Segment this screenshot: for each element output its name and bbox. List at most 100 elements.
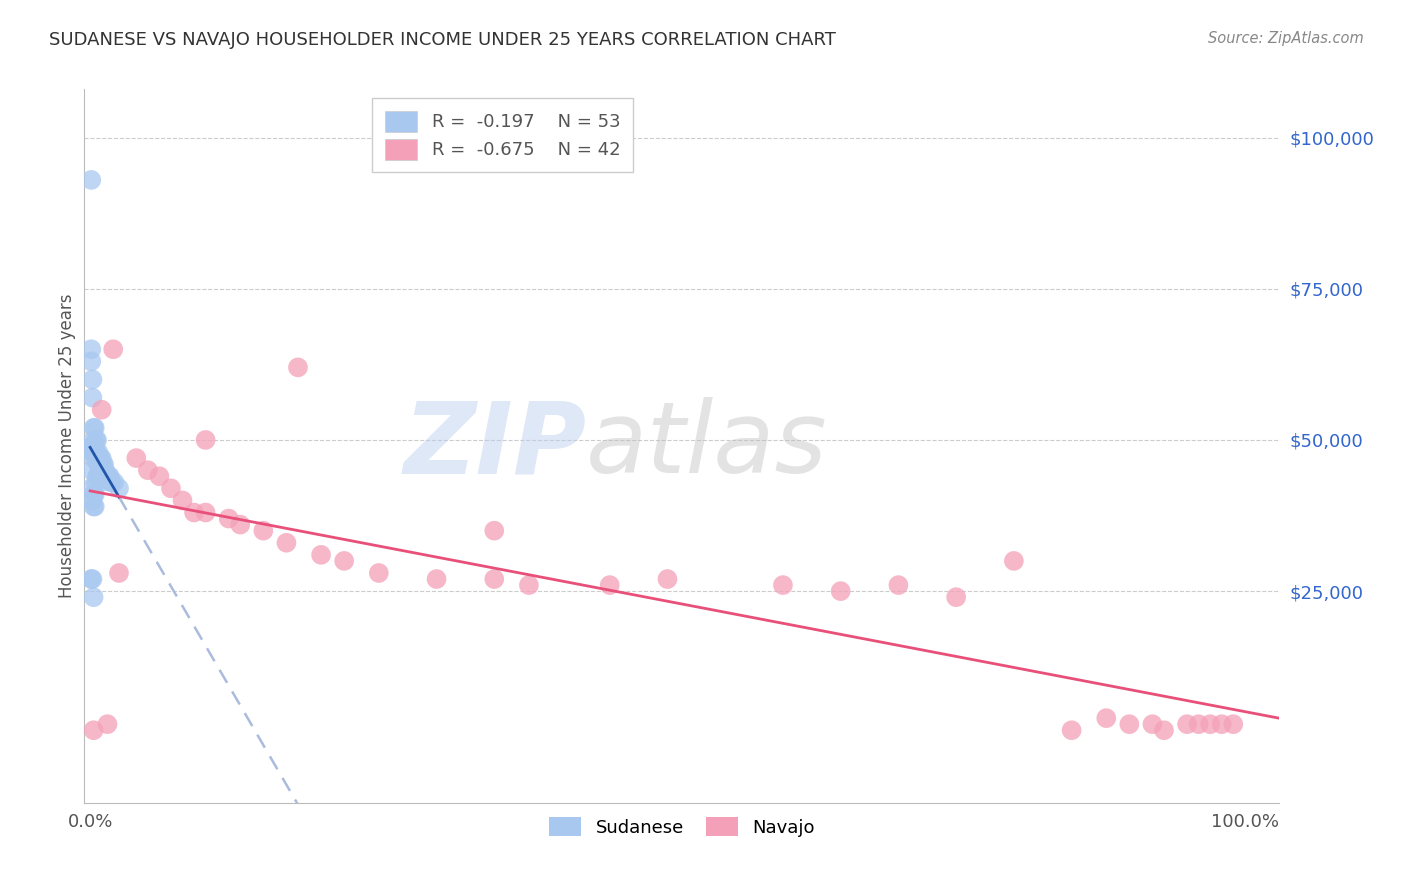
Point bbox=[83, 433, 105, 447]
Point bbox=[89, 451, 111, 466]
Point bbox=[83, 487, 105, 501]
Point bbox=[1222, 717, 1244, 731]
Point bbox=[108, 481, 131, 495]
Point bbox=[1188, 717, 1211, 731]
Point bbox=[80, 481, 103, 495]
Point bbox=[90, 402, 112, 417]
Point bbox=[218, 511, 240, 525]
Point bbox=[287, 360, 309, 375]
Point bbox=[86, 469, 108, 483]
Point bbox=[84, 433, 107, 447]
Point bbox=[98, 469, 121, 483]
Point bbox=[1118, 717, 1140, 731]
Point bbox=[83, 445, 105, 459]
Point bbox=[89, 475, 111, 490]
Point bbox=[90, 457, 112, 471]
Point bbox=[83, 500, 105, 514]
Point bbox=[484, 524, 506, 538]
Point bbox=[276, 535, 298, 549]
Point bbox=[425, 572, 447, 586]
Point bbox=[125, 451, 148, 466]
Point bbox=[333, 554, 356, 568]
Point bbox=[1060, 723, 1083, 738]
Point bbox=[86, 451, 108, 466]
Point bbox=[83, 439, 105, 453]
Point bbox=[87, 445, 110, 459]
Point bbox=[1153, 723, 1175, 738]
Point bbox=[194, 506, 217, 520]
Point bbox=[82, 439, 104, 453]
Point bbox=[87, 469, 110, 483]
Point bbox=[82, 445, 104, 459]
Point bbox=[94, 463, 117, 477]
Point bbox=[83, 590, 105, 604]
Point bbox=[136, 463, 159, 477]
Point bbox=[80, 343, 103, 357]
Point bbox=[91, 457, 114, 471]
Point bbox=[100, 475, 122, 490]
Point bbox=[89, 463, 111, 477]
Point bbox=[160, 481, 183, 495]
Point bbox=[183, 506, 205, 520]
Point bbox=[887, 578, 910, 592]
Point bbox=[83, 451, 105, 466]
Point bbox=[97, 469, 120, 483]
Point bbox=[599, 578, 621, 592]
Point bbox=[82, 372, 104, 386]
Point bbox=[108, 566, 131, 580]
Point bbox=[1175, 717, 1198, 731]
Point bbox=[96, 469, 118, 483]
Point bbox=[82, 391, 104, 405]
Point bbox=[83, 439, 105, 453]
Point bbox=[484, 572, 506, 586]
Point bbox=[103, 343, 125, 357]
Point bbox=[93, 457, 115, 471]
Point bbox=[309, 548, 332, 562]
Text: atlas: atlas bbox=[586, 398, 828, 494]
Point bbox=[80, 463, 103, 477]
Point bbox=[83, 421, 105, 435]
Point bbox=[172, 493, 194, 508]
Legend: Sudanese, Navajo: Sudanese, Navajo bbox=[541, 810, 823, 844]
Point bbox=[80, 173, 103, 187]
Point bbox=[83, 723, 105, 738]
Point bbox=[252, 524, 274, 538]
Point bbox=[90, 451, 112, 466]
Point bbox=[86, 433, 108, 447]
Point bbox=[84, 451, 107, 466]
Point bbox=[91, 469, 114, 483]
Point bbox=[148, 469, 170, 483]
Point bbox=[229, 517, 252, 532]
Point bbox=[103, 475, 125, 490]
Point bbox=[84, 475, 107, 490]
Point bbox=[1002, 554, 1025, 568]
Point bbox=[83, 500, 105, 514]
Point bbox=[101, 475, 124, 490]
Point bbox=[87, 457, 110, 471]
Point bbox=[1199, 717, 1222, 731]
Point bbox=[82, 493, 104, 508]
Point bbox=[83, 487, 105, 501]
Point bbox=[830, 584, 852, 599]
Point bbox=[80, 354, 103, 368]
Point bbox=[772, 578, 794, 592]
Point bbox=[82, 445, 104, 459]
Point bbox=[1095, 711, 1118, 725]
Point bbox=[80, 572, 103, 586]
Point bbox=[1211, 717, 1233, 731]
Point bbox=[84, 445, 107, 459]
Point bbox=[96, 469, 118, 483]
Point bbox=[517, 578, 540, 592]
Point bbox=[194, 433, 217, 447]
Point bbox=[657, 572, 679, 586]
Point bbox=[945, 590, 967, 604]
Point bbox=[1142, 717, 1164, 731]
Text: ZIP: ZIP bbox=[404, 398, 586, 494]
Text: Source: ZipAtlas.com: Source: ZipAtlas.com bbox=[1208, 31, 1364, 46]
Text: SUDANESE VS NAVAJO HOUSEHOLDER INCOME UNDER 25 YEARS CORRELATION CHART: SUDANESE VS NAVAJO HOUSEHOLDER INCOME UN… bbox=[49, 31, 837, 49]
Point bbox=[367, 566, 389, 580]
Point bbox=[89, 451, 111, 466]
Point bbox=[96, 717, 118, 731]
Y-axis label: Householder Income Under 25 years: Householder Income Under 25 years bbox=[58, 293, 76, 599]
Point bbox=[83, 421, 105, 435]
